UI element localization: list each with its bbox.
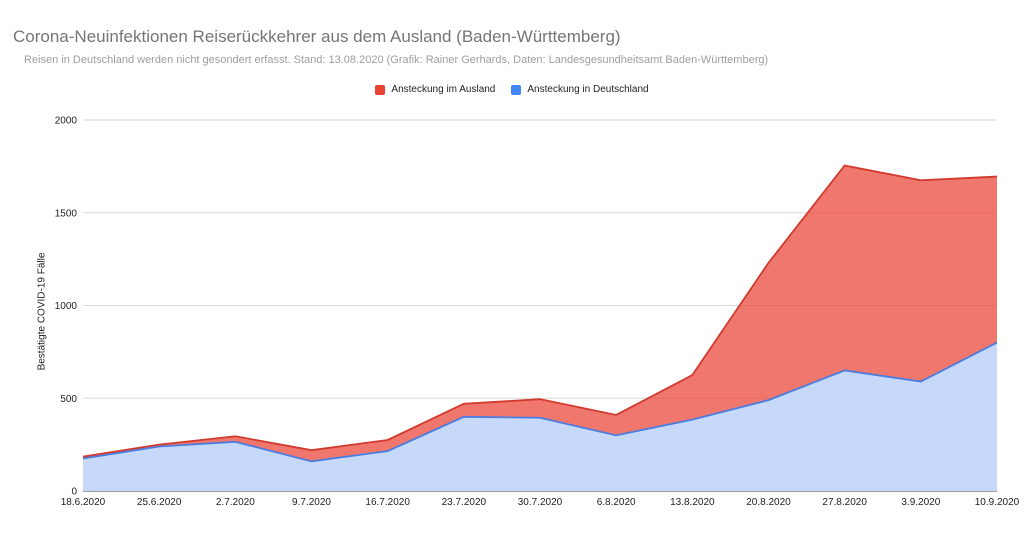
x-tick-label: 23.7.2020: [442, 497, 487, 508]
x-tick-label: 13.8.2020: [670, 497, 715, 508]
chart-subtitle: Reisen in Deutschland werden nicht geson…: [24, 54, 769, 66]
y-tick-label: 2000: [55, 116, 78, 127]
y-tick-label: 1000: [55, 301, 78, 312]
legend: Ansteckung im Ausland Ansteckung in Deut…: [0, 84, 1024, 95]
chart-title: Corona-Neuinfektionen Reiserückkehrer au…: [13, 27, 621, 46]
y-tick-label: 1500: [55, 208, 78, 219]
legend-item-deutschland[interactable]: Ansteckung in Deutschland: [511, 84, 649, 95]
x-tick-label: 6.8.2020: [597, 497, 636, 508]
y-tick-label: 0: [71, 487, 77, 498]
x-tick-label: 2.7.2020: [216, 497, 255, 508]
legend-item-ausland[interactable]: Ansteckung im Ausland: [375, 84, 495, 95]
legend-swatch-ausland: [375, 84, 386, 95]
area-ansteckung-im-ausland: [83, 165, 997, 462]
y-tick-label: 500: [60, 394, 77, 405]
x-tick-label: 27.8.2020: [822, 497, 867, 508]
legend-swatch-deutschland: [511, 84, 522, 95]
legend-label-deutschland: Ansteckung in Deutschland: [527, 84, 649, 95]
x-tick-label: 16.7.2020: [365, 497, 410, 508]
legend-label-ausland: Ansteckung im Ausland: [391, 84, 496, 95]
x-tick-label: 9.7.2020: [292, 497, 331, 508]
x-tick-label: 18.6.2020: [61, 497, 106, 508]
x-tick-label: 10.9.2020: [975, 497, 1020, 508]
area-ansteckung-in-deutschland: [83, 342, 997, 491]
x-tick-label: 25.6.2020: [137, 497, 182, 508]
line-ansteckung-im-ausland: [82, 164, 998, 458]
line-ansteckung-in-deutschland: [82, 341, 998, 463]
x-tick-label: 20.8.2020: [746, 497, 791, 508]
x-tick-label: 3.9.2020: [901, 497, 940, 508]
x-tick-label: 30.7.2020: [518, 497, 563, 508]
